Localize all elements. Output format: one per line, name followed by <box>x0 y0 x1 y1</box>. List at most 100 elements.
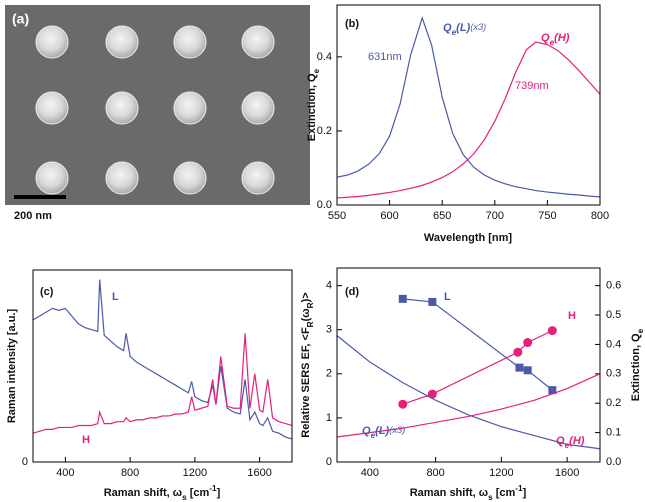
y-tick-label: 4 <box>326 280 332 292</box>
y-tick-label: 0.2 <box>317 125 332 137</box>
y-axis-label-part: e <box>312 68 321 73</box>
series-label: L <box>112 291 119 303</box>
panel-label: (c) <box>40 286 54 298</box>
x-axis-label: Wavelength [nm] <box>424 232 513 244</box>
marker <box>428 298 436 306</box>
annotation: 739nm <box>515 80 549 92</box>
annotation-part: (L) <box>375 425 389 437</box>
x-tick-label: 750 <box>538 210 556 222</box>
x-tick-label: 800 <box>121 467 139 479</box>
x-axis-label-part: [cm <box>187 487 210 499</box>
figure: (a) 200 nm 550 600 650 700 750 800 0.0 0.2 0.4 (b… <box>0 0 645 502</box>
series-line <box>337 42 600 198</box>
y-tick-label: 0 <box>326 456 332 468</box>
particle <box>36 92 68 124</box>
annotation: Qe(H) <box>556 435 585 450</box>
series-label: H <box>568 310 576 322</box>
marker <box>398 400 407 409</box>
y-tick-label: 3 <box>326 324 332 336</box>
x-tick-label: 550 <box>328 210 346 222</box>
particle <box>106 162 138 194</box>
series-line <box>33 280 292 439</box>
y2-tick-label: 0.2 <box>606 397 621 409</box>
x-tick-label: 800 <box>426 467 444 479</box>
annotation-part: 739nm <box>515 80 549 92</box>
x-axis-label-part: ] <box>523 487 527 499</box>
sem-image: (a) 200 nm <box>5 5 310 222</box>
y-tick-label: 0 <box>22 456 28 468</box>
marker <box>548 326 557 335</box>
series-line <box>337 18 600 197</box>
marker <box>399 295 407 303</box>
scale-bar-label: 200 nm <box>14 210 52 222</box>
y2-axis-label-part: Extinction, Q <box>630 333 642 401</box>
annotation-part: (L) <box>456 22 470 34</box>
marker <box>523 338 532 347</box>
series-label: H <box>82 434 90 446</box>
x-tick-label: 800 <box>591 210 609 222</box>
x-axis-label: Raman shift, ωs [cm-1] <box>410 484 527 502</box>
x-axis-label-part: Raman shift, ω <box>410 487 488 499</box>
annotation-part: (H) <box>569 435 585 447</box>
annotation-part: (H) <box>554 32 570 44</box>
particle <box>106 92 138 124</box>
annotation-part: (x3) <box>470 22 486 32</box>
y-axis-label-part: Raman intensity [a.u.] <box>6 309 18 424</box>
x-tick-label: 650 <box>433 210 451 222</box>
scale-bar <box>14 195 66 199</box>
annotation-part: (x3) <box>389 425 405 435</box>
marker <box>515 364 523 372</box>
y-axis-label-part: Relative SERS EF, <F <box>300 327 312 438</box>
y-axis-label: Relative SERS EF, <FR(ωR)> <box>300 292 315 437</box>
particle <box>36 26 68 58</box>
y-tick-label: 1 <box>326 412 332 424</box>
y2-tick-label: 0.1 <box>606 427 621 439</box>
x-tick-label: 400 <box>361 467 379 479</box>
marker <box>524 366 532 374</box>
y-axis-label-part: (ω <box>300 308 312 321</box>
particle <box>106 26 138 58</box>
series-label: L <box>444 291 451 303</box>
x-tick-label: 1600 <box>247 467 271 479</box>
particle <box>174 26 206 58</box>
x-axis-label-part: ] <box>217 487 221 499</box>
annotation: Qe(L)(x3) <box>362 425 405 440</box>
particle <box>174 92 206 124</box>
x-axis-label-part: Wavelength [nm] <box>424 232 513 244</box>
x-tick-label: 600 <box>380 210 398 222</box>
y-axis-label-part: )> <box>300 292 312 302</box>
x-tick-label: 700 <box>486 210 504 222</box>
annotation: 631nm <box>368 51 402 63</box>
particle <box>36 162 68 194</box>
panel-label: (d) <box>345 286 359 298</box>
marker <box>513 348 522 357</box>
y2-tick-label: 0.5 <box>606 309 621 321</box>
panel-label: (a) <box>12 11 29 27</box>
plot-frame <box>33 270 292 462</box>
annotation-part: 631nm <box>368 51 402 63</box>
x-axis-label: Raman shift, ωs [cm-1] <box>104 484 221 502</box>
y2-axis-label: Extinction, Qe <box>630 328 645 401</box>
series-line <box>33 333 292 433</box>
x-axis-label-part: [cm <box>493 487 516 499</box>
x-tick-label: 400 <box>56 467 74 479</box>
y2-tick-label: 0.4 <box>606 338 621 350</box>
annotation: Qe(L)(x3) <box>443 22 486 37</box>
y2-axis-label-part: e <box>636 328 645 333</box>
x-axis-label-part: Raman shift, ω <box>104 487 182 499</box>
particle <box>242 26 274 58</box>
y-axis-label-part: Extinction, Q <box>306 73 318 141</box>
y-tick-label: 2 <box>326 368 332 380</box>
particle <box>174 162 206 194</box>
y-axis-label: Raman intensity [a.u.] <box>6 309 18 424</box>
y-tick-label: 0.0 <box>317 199 332 211</box>
y-tick-label: 0.4 <box>317 51 332 63</box>
x-tick-label: 1200 <box>183 467 207 479</box>
y2-tick-label: 0.6 <box>606 280 621 292</box>
y2-tick-label: 0.0 <box>606 456 621 468</box>
particle <box>242 92 274 124</box>
x-tick-label: 1600 <box>555 467 579 479</box>
panel-label: (b) <box>345 18 359 30</box>
particle <box>242 162 274 194</box>
y2-tick-label: 0.3 <box>606 368 621 380</box>
